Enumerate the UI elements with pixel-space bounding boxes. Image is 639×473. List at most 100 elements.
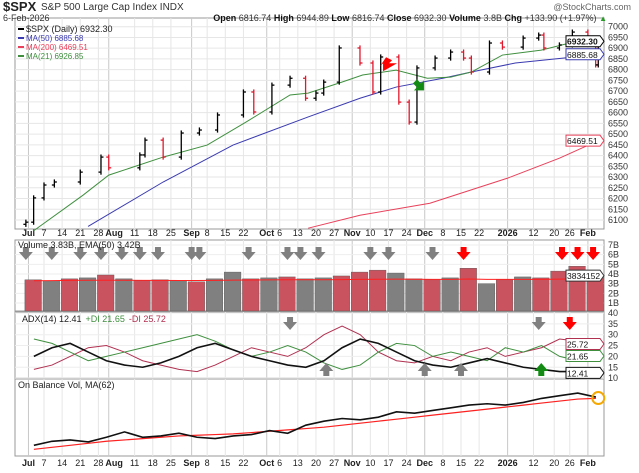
date-axis-label: 7 <box>41 228 46 238</box>
volume-bar <box>242 278 260 312</box>
high-value: 6944.89 <box>296 13 329 23</box>
volume-bar <box>496 279 514 312</box>
volume-bar <box>405 278 423 312</box>
minus-di-line <box>33 325 596 373</box>
gray-down-arrow-icon <box>311 247 326 260</box>
price-bar <box>520 35 526 50</box>
date-axis-label: 27 <box>329 228 339 238</box>
highlight-circle-icon <box>591 391 606 406</box>
green-signal-arrow-icon <box>412 79 424 91</box>
date-axis-label: Dec <box>416 458 433 468</box>
price-bar <box>303 75 309 101</box>
date-axis-label: 15 <box>456 228 466 238</box>
legend-item: MA(21) 6926.85 <box>26 52 84 61</box>
price-tick-label: 6650 <box>608 97 628 107</box>
adx-value-tag-text: 25.72 <box>567 339 589 349</box>
volume-bar <box>79 277 97 312</box>
security-name-text: S&P 500 Large Cap Index <box>41 2 158 13</box>
date-axis-label: 13 <box>293 458 303 468</box>
volume-bar <box>115 278 133 312</box>
date-axis-label: 2026 <box>498 228 518 238</box>
price-tick-label: 6900 <box>608 43 628 53</box>
date-axis-label: 8 <box>205 228 210 238</box>
date-axis-label: 15 <box>220 458 230 468</box>
legend-item: MA(200) 6469.51 <box>26 43 88 52</box>
triangle-up-icon: ▲ <box>599 14 607 23</box>
price-bar <box>251 89 257 115</box>
volume-bar <box>97 274 115 312</box>
price-value-tag <box>565 134 605 147</box>
date-axis-label: 11 <box>130 458 139 468</box>
gray-down-arrow-icon <box>93 247 108 260</box>
price-bar <box>468 55 474 75</box>
ma200-line <box>308 140 599 229</box>
adx-legend-part: -DI 25.72 <box>129 314 166 324</box>
price-bar <box>461 49 467 61</box>
price-value-tag-text: 6885.68 <box>567 50 598 60</box>
date-axis-label: 26 <box>565 458 575 468</box>
volume-bar <box>532 277 550 312</box>
price-value-tag <box>565 35 605 48</box>
obv-legend: On Balance Vol, MA(62) <box>18 380 115 390</box>
gray-up-arrow-icon <box>417 363 432 376</box>
volume-bar <box>477 283 495 312</box>
price-bar <box>240 89 246 118</box>
close-value: 6932.30 <box>414 13 447 23</box>
adx-value-tag-text: 21.65 <box>567 351 589 361</box>
volume-bar <box>296 278 314 312</box>
price-bar <box>31 195 37 225</box>
red-down-arrow-icon <box>555 247 569 260</box>
adx-value-tag <box>565 349 605 362</box>
date-axis-label: 15 <box>456 458 466 468</box>
gray-down-arrow-icon <box>241 247 256 260</box>
volume-bar <box>550 270 568 312</box>
volume-bar <box>387 272 405 312</box>
adx-tick-label: 20 <box>608 351 618 361</box>
gray-down-arrow-icon <box>114 247 129 260</box>
date-axis-label: 18 <box>148 458 158 468</box>
adx-tick-label: 10 <box>608 373 618 383</box>
date-axis-label: 7 <box>41 458 46 468</box>
date-axis-label: 28 <box>93 458 103 468</box>
volume-bar <box>60 278 78 312</box>
brand-watermark[interactable]: @StockCharts.com <box>553 2 631 12</box>
price-bar <box>541 32 547 51</box>
adx-tick-label: 40 <box>608 308 618 318</box>
price-tick-label: 6350 <box>608 161 628 171</box>
volume-bar <box>314 277 332 312</box>
date-axis-label: Dec <box>416 228 433 238</box>
gray-down-arrow-icon <box>184 247 199 260</box>
date-axis-label: 2026 <box>498 458 518 468</box>
date-axis-label: Nov <box>344 458 361 468</box>
date-axis-label: 11 <box>130 228 139 238</box>
gray-down-arrow-icon <box>381 247 396 260</box>
gray-down-arrow-icon <box>363 247 378 260</box>
price-value-tag-text: 6932.30 <box>567 37 598 47</box>
price-tick-label: 6250 <box>608 183 628 193</box>
gray-down-arrow-icon <box>18 247 33 260</box>
date-axis-label: 15 <box>220 228 230 238</box>
adx-tick-label: 15 <box>608 362 618 372</box>
gray-up-arrow-icon <box>319 363 334 376</box>
price-bar <box>448 49 454 61</box>
volume-value-tag-text: 3834152 <box>567 271 600 281</box>
price-bar <box>378 54 384 95</box>
volume-bar <box>332 275 350 312</box>
volume-bar <box>278 276 296 312</box>
adx-value-tag-text: 12.41 <box>567 368 589 378</box>
change-value: +133.90 (+1.97%) <box>524 13 597 23</box>
volume-bar <box>351 271 369 312</box>
date-axis-label: 28 <box>93 228 103 238</box>
gray-down-arrow-icon <box>425 247 440 260</box>
price-tick-label: 6100 <box>608 215 628 225</box>
gray-down-arrow-icon <box>132 247 147 260</box>
price-tick-label: 6600 <box>608 108 628 118</box>
red-down-arrow-icon <box>456 247 471 260</box>
price-tick-label: 6150 <box>608 204 628 214</box>
date-axis-label: Oct <box>259 458 274 468</box>
open-label: Open <box>213 13 237 23</box>
low-value: 6816.74 <box>351 13 385 23</box>
price-bar <box>336 45 342 85</box>
obv-panel <box>14 378 605 457</box>
price-bar <box>370 60 376 95</box>
